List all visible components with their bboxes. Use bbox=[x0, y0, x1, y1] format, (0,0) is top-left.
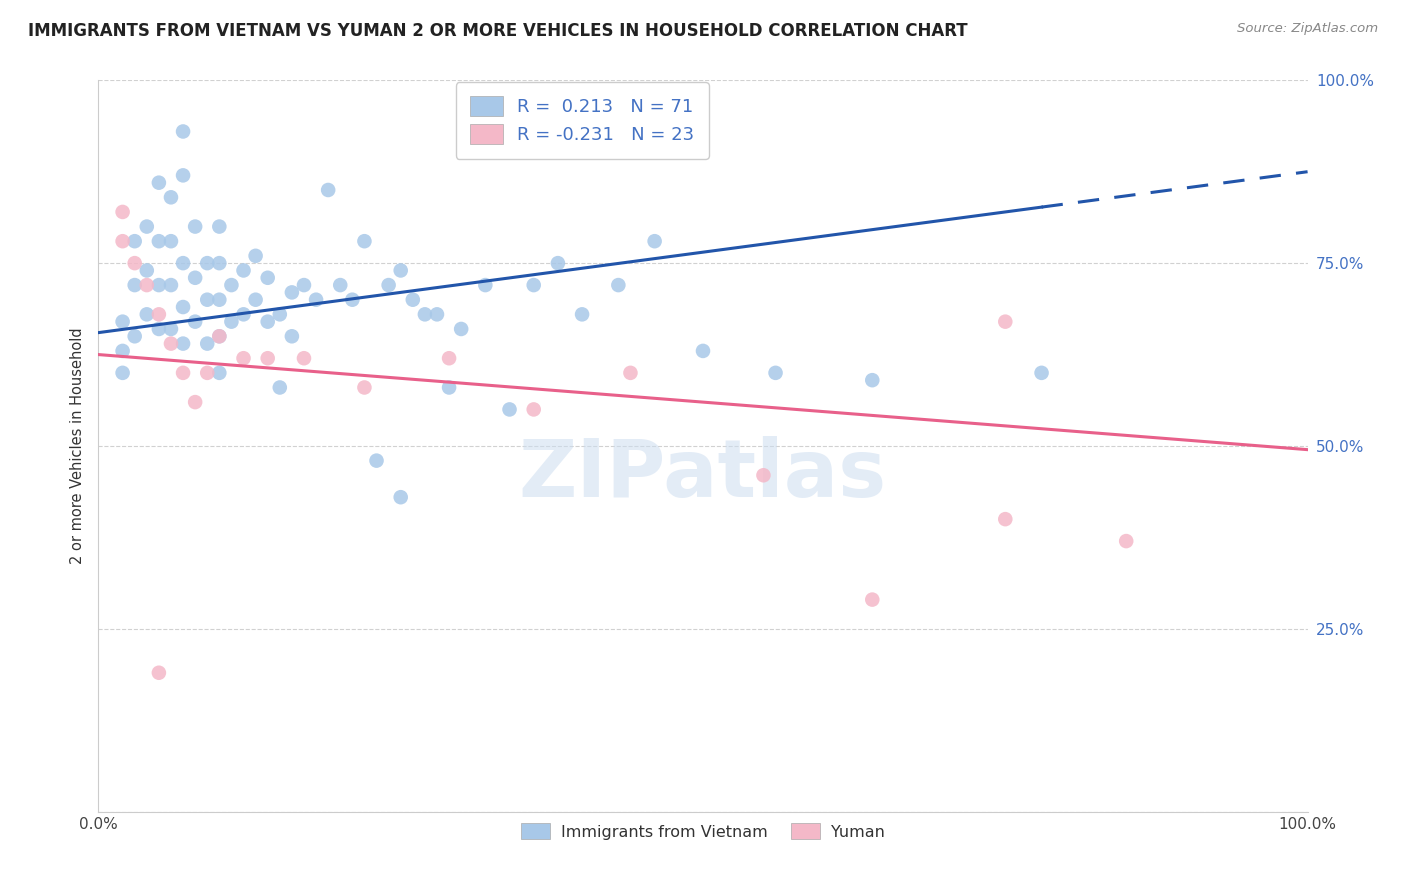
Point bbox=[860, 592, 883, 607]
Point bbox=[437, 351, 460, 366]
Point bbox=[160, 190, 183, 204]
Point bbox=[292, 351, 315, 366]
Point bbox=[172, 336, 194, 351]
Point bbox=[619, 366, 641, 380]
Point bbox=[148, 665, 170, 680]
Point bbox=[256, 270, 278, 285]
Point bbox=[160, 234, 183, 248]
Point bbox=[523, 278, 546, 293]
Point bbox=[353, 234, 375, 248]
Point bbox=[221, 315, 243, 329]
Point bbox=[184, 395, 207, 409]
Point bbox=[316, 183, 339, 197]
Point bbox=[111, 315, 134, 329]
Text: Source: ZipAtlas.com: Source: ZipAtlas.com bbox=[1237, 22, 1378, 36]
Point bbox=[111, 234, 134, 248]
Point bbox=[389, 263, 412, 277]
Point bbox=[269, 380, 291, 394]
Point bbox=[281, 329, 304, 343]
Point bbox=[208, 329, 231, 343]
Point bbox=[329, 278, 352, 293]
Point bbox=[184, 219, 207, 234]
Point bbox=[208, 256, 231, 270]
Point bbox=[994, 512, 1017, 526]
Point bbox=[124, 256, 146, 270]
Point bbox=[366, 453, 388, 467]
Point bbox=[148, 322, 170, 336]
Point bbox=[256, 315, 278, 329]
Point bbox=[172, 124, 194, 138]
Point bbox=[498, 402, 520, 417]
Point bbox=[547, 256, 569, 270]
Point bbox=[135, 263, 157, 277]
Point bbox=[644, 234, 666, 248]
Point bbox=[1115, 534, 1137, 549]
Point bbox=[450, 322, 472, 336]
Point bbox=[221, 278, 243, 293]
Point bbox=[148, 278, 170, 293]
Point bbox=[195, 336, 218, 351]
Y-axis label: 2 or more Vehicles in Household: 2 or more Vehicles in Household bbox=[70, 327, 86, 565]
Point bbox=[195, 293, 218, 307]
Point bbox=[208, 219, 231, 234]
Point bbox=[523, 402, 546, 417]
Point bbox=[607, 278, 630, 293]
Point bbox=[184, 315, 207, 329]
Point bbox=[269, 307, 291, 321]
Point bbox=[994, 315, 1017, 329]
Point bbox=[195, 366, 218, 380]
Point bbox=[160, 278, 183, 293]
Point bbox=[1031, 366, 1053, 380]
Point bbox=[426, 307, 449, 321]
Point bbox=[111, 343, 134, 358]
Point bbox=[184, 270, 207, 285]
Point bbox=[245, 249, 267, 263]
Point bbox=[765, 366, 787, 380]
Point bbox=[124, 278, 146, 293]
Point bbox=[256, 351, 278, 366]
Point bbox=[111, 366, 134, 380]
Point bbox=[172, 366, 194, 380]
Point bbox=[389, 490, 412, 504]
Point bbox=[111, 205, 134, 219]
Point bbox=[172, 300, 194, 314]
Point bbox=[437, 380, 460, 394]
Point bbox=[208, 293, 231, 307]
Point bbox=[160, 336, 183, 351]
Point bbox=[402, 293, 425, 307]
Point bbox=[172, 256, 194, 270]
Point bbox=[232, 263, 254, 277]
Point bbox=[124, 234, 146, 248]
Text: IMMIGRANTS FROM VIETNAM VS YUMAN 2 OR MORE VEHICLES IN HOUSEHOLD CORRELATION CHA: IMMIGRANTS FROM VIETNAM VS YUMAN 2 OR MO… bbox=[28, 22, 967, 40]
Point bbox=[292, 278, 315, 293]
Point bbox=[860, 373, 883, 387]
Point bbox=[160, 322, 183, 336]
Point bbox=[148, 307, 170, 321]
Point bbox=[305, 293, 328, 307]
Point bbox=[232, 351, 254, 366]
Point bbox=[195, 256, 218, 270]
Point bbox=[752, 468, 775, 483]
Point bbox=[281, 285, 304, 300]
Point bbox=[353, 380, 375, 394]
Point bbox=[148, 234, 170, 248]
Point bbox=[148, 176, 170, 190]
Point bbox=[208, 366, 231, 380]
Point bbox=[474, 278, 496, 293]
Point bbox=[172, 169, 194, 183]
Point bbox=[245, 293, 267, 307]
Point bbox=[377, 278, 399, 293]
Point bbox=[342, 293, 364, 307]
Point bbox=[413, 307, 436, 321]
Point bbox=[135, 278, 157, 293]
Point bbox=[208, 329, 231, 343]
Legend: Immigrants from Vietnam, Yuman: Immigrants from Vietnam, Yuman bbox=[513, 815, 893, 847]
Text: ZIPatlas: ZIPatlas bbox=[519, 436, 887, 515]
Point bbox=[135, 307, 157, 321]
Point bbox=[135, 219, 157, 234]
Point bbox=[124, 329, 146, 343]
Point bbox=[571, 307, 593, 321]
Point bbox=[232, 307, 254, 321]
Point bbox=[692, 343, 714, 358]
